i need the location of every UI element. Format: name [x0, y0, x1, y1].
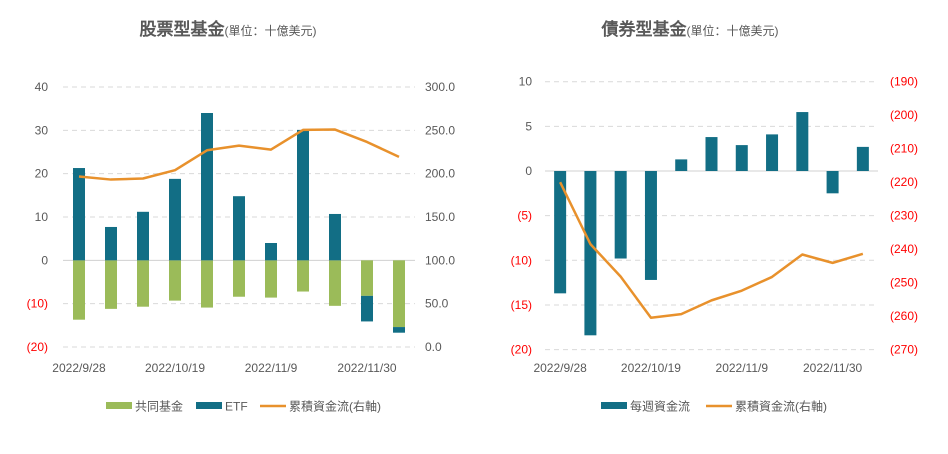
left-axis-tick-label: (10) [27, 297, 48, 311]
line-cumulative-flow [78, 128, 400, 181]
right-axis-tick-label: (230) [890, 209, 918, 223]
legend-label: 共同基金 [135, 399, 183, 414]
legend-label: 累積資金流(右軸) [735, 399, 827, 414]
left-axis-tick-label: (20) [511, 343, 532, 357]
legend-label: ETF [225, 400, 248, 414]
bar-etf [169, 178, 181, 261]
left-axis-tick-label: 40 [35, 80, 49, 94]
bar-mutual [233, 260, 245, 297]
bar-weekly [826, 171, 839, 194]
x-axis-tick-label: 2022/9/28 [533, 361, 587, 375]
chart-title-main: 債券型基金 [601, 19, 688, 39]
bar-weekly [766, 134, 779, 171]
bar-mutual [169, 260, 181, 301]
bar-etf [361, 295, 373, 322]
bar-mutual [73, 260, 85, 320]
bar-etf [201, 113, 213, 261]
chart-title: 股票型基金(單位：十億美元) [140, 19, 317, 39]
right-axis-tick-label: (270) [890, 343, 918, 357]
bar-weekly [675, 159, 688, 171]
right-axis-tick-label: (240) [890, 242, 918, 256]
legend-label: 累積資金流(右軸) [289, 399, 381, 414]
x-axis-tick-label: 2022/11/9 [245, 361, 298, 375]
right-axis-tick-label: (200) [890, 108, 918, 122]
bar-mutual [105, 260, 117, 309]
x-axis-tick-label: 2022/9/28 [52, 361, 106, 375]
right-axis-tick-label: (220) [890, 175, 918, 189]
bar-etf [105, 226, 117, 261]
left-axis-tick-label: 10 [35, 210, 49, 224]
left-axis-tick-label: 5 [525, 119, 532, 133]
chart-title: 債券型基金(單位：十億美元) [601, 19, 779, 39]
left-axis-tick-label: (10) [511, 253, 532, 267]
x-axis-tick-label: 2022/10/19 [621, 361, 681, 375]
bar-weekly [796, 112, 809, 171]
x-axis-tick-label: 2022/11/30 [337, 361, 396, 375]
bar-weekly [856, 146, 869, 171]
bar-mutual [137, 260, 149, 307]
bar-etf [233, 196, 245, 261]
bar-etf [265, 243, 277, 261]
right-axis-tick-label: (250) [890, 276, 918, 290]
right-axis-tick-label: (260) [890, 309, 918, 323]
chart-bond: 債券型基金(單位：十億美元) (20) (15) (10) (5) 0 5 10 (270) (2… [511, 19, 918, 414]
left-axis-tick-label: 0 [41, 253, 48, 267]
bar-mutual [297, 260, 309, 292]
bar-mutual [393, 260, 405, 328]
right-axis-tick-label: (190) [890, 75, 918, 89]
left-axis-tick-label: 20 [35, 167, 49, 181]
right-axis-tick-label: 100.0 [425, 253, 455, 267]
legend-swatch-weekly [601, 402, 627, 409]
bar-weekly [735, 145, 748, 171]
bar-weekly [554, 171, 567, 294]
legend-swatch-etf [196, 402, 222, 409]
bar-weekly [644, 171, 657, 280]
left-axis-tick-label: (15) [511, 298, 532, 312]
legend-label: 每週資金流 [630, 399, 690, 414]
bar-mutual [265, 260, 277, 298]
bar-etf [329, 213, 341, 261]
right-axis-tick-label: 0.0 [425, 340, 442, 354]
bar-mutual [201, 260, 213, 308]
right-axis-tick-label: 50.0 [425, 297, 449, 311]
bar-weekly [584, 171, 597, 336]
bar-etf [137, 211, 149, 261]
bar-etf [297, 129, 309, 261]
left-axis-tick-label: 30 [35, 123, 49, 137]
bar-etf [73, 168, 85, 261]
left-axis-tick-label: (20) [27, 340, 48, 354]
right-axis-tick-label: 250.0 [425, 123, 455, 137]
bar-weekly [614, 171, 627, 259]
chart-title-unit: (單位：十億美元) [687, 23, 779, 38]
bar-weekly [705, 137, 718, 171]
x-axis-tick-label: 2022/11/9 [716, 361, 769, 375]
chart-title-main: 股票型基金 [140, 19, 226, 39]
line-cumulative-flow [559, 181, 864, 320]
left-axis-tick-label: 0 [525, 164, 532, 178]
legend-swatch-mutual [106, 402, 132, 409]
left-axis-tick-label: 10 [519, 75, 533, 89]
chart-equity: 股票型基金(單位：十億美元) (20) (10) 0 10 20 30 40 0.0 50.0 10… [27, 19, 456, 414]
x-axis-tick-label: 2022/11/30 [803, 361, 862, 375]
left-axis-tick-label: (5) [517, 209, 532, 223]
chart-title-unit: (單位：十億美元) [225, 23, 317, 38]
right-axis-tick-label: 150.0 [425, 210, 455, 224]
bar-mutual [329, 260, 341, 306]
bar-mutual [361, 260, 373, 296]
right-axis-tick-label: 200.0 [425, 167, 455, 181]
bar-etf [393, 327, 405, 333]
x-axis-tick-label: 2022/10/19 [145, 361, 205, 375]
right-axis-tick-label: (210) [890, 142, 918, 156]
right-axis-tick-label: 300.0 [425, 80, 455, 94]
